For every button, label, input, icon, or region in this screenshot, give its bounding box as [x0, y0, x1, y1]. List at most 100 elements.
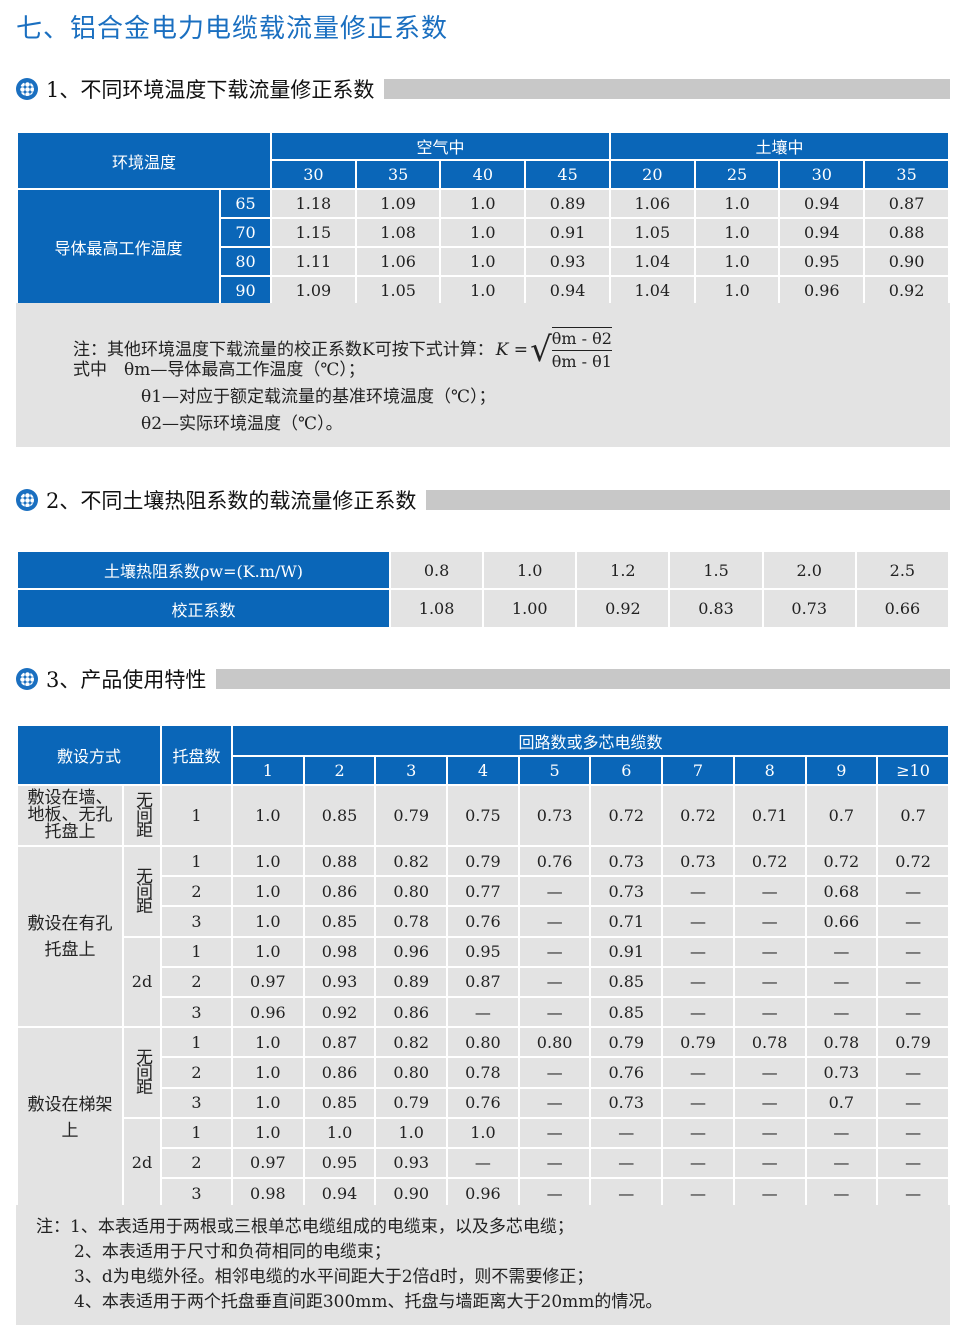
value-cell: 1.0 — [231, 875, 305, 908]
table-row: 敷设在墙、地板、无孔托盘上 无间距 1 1.0 0.85 0.79 0.75 0.73 0.72… — [16, 784, 950, 847]
value-cell: 0.98 — [302, 935, 377, 968]
value-cell: — — [732, 1177, 807, 1210]
value-cell: 1.0 — [439, 188, 527, 219]
value-cell: 0.94 — [778, 217, 866, 248]
circuit-count-header: 9 — [804, 755, 879, 786]
value-cell: 0.80 — [517, 1026, 592, 1059]
value-cell: 1.0 — [231, 784, 305, 847]
value-cell: 0.72 — [804, 844, 879, 878]
value-cell: 0.72 — [589, 784, 664, 847]
value-cell: 1.0 — [439, 275, 527, 306]
value-cell: 0.87 — [302, 1026, 377, 1059]
value-cell: 0.92 — [863, 275, 950, 306]
tray-count: 2 — [160, 965, 234, 998]
conductor-temp: 90 — [218, 275, 273, 306]
table-row: 2d 1 1.0 0.98 0.96 0.95—0.91— — — — — [17, 935, 950, 1029]
tray-count: 3 — [160, 905, 234, 938]
table-row: 3 0.96 0.92 0.86— —0.85— — — — — [17, 995, 950, 1029]
value-cell: 0.85 — [302, 784, 377, 847]
value-cell: 0.73 — [589, 875, 664, 908]
value-cell: 0.95 — [446, 935, 520, 968]
value-cell: 1.0 — [446, 1116, 520, 1149]
value-cell: 0.86 — [374, 995, 449, 1029]
value-cell: — — [661, 1177, 735, 1210]
row-label-factor: 校正系数 — [16, 588, 391, 629]
table-row: 2d 1 1.0 1.0 1.0 1.0— — — — — — — [17, 1116, 950, 1210]
value-cell: 0.7 — [876, 784, 950, 847]
value-cell: 0.96 — [374, 935, 449, 968]
table-row: 3 1.0 0.85 0.79 0.76—0.73— —0.7— — [17, 1086, 950, 1119]
soil-temp-header: 35 — [863, 159, 950, 190]
value-cell: 0.85 — [302, 1086, 377, 1119]
value-cell: 0.94 — [524, 275, 611, 306]
conductor-max-temp-label: 导体最高工作温度 — [16, 188, 221, 306]
value-cell: — — [732, 935, 807, 968]
tray-count: 2 — [160, 1056, 234, 1089]
resistivity-value: 1.2 — [575, 550, 671, 590]
header-env-temp: 环境温度 — [15, 131, 273, 190]
value-cell: — — [446, 1146, 520, 1180]
header-method: 敷设方式 — [15, 724, 163, 786]
value-cell: 0.79 — [374, 784, 449, 847]
spacing-label: 无间距 — [132, 791, 152, 836]
tray-count: 3 — [160, 1086, 234, 1119]
conductor-temp: 65 — [218, 188, 273, 219]
value-cell: 0.78 — [374, 905, 449, 938]
air-temp-header: 35 — [354, 159, 442, 190]
value-cell: 0.85 — [302, 905, 377, 938]
value-cell: 0.93 — [302, 965, 377, 998]
value-cell: 0.73 — [589, 844, 664, 878]
value-cell: 0.91 — [524, 217, 611, 248]
soil-temp-header: 20 — [608, 159, 696, 190]
value-cell: — — [732, 1116, 807, 1149]
value-cell: — — [876, 1177, 950, 1210]
header-circuits: 回路数或多芯电缆数 — [231, 724, 950, 757]
value-cell: — — [517, 1086, 592, 1119]
tray-count: 1 — [160, 784, 234, 847]
value-cell: — — [804, 1177, 879, 1210]
sqrt-icon: √ — [530, 329, 552, 370]
section-1-heading: 1、不同环境温度下载流量修正系数 — [46, 78, 375, 102]
table-row: 2 1.0 0.86 0.80 0.78—0.76— —0.73— — [17, 1056, 950, 1089]
value-cell: 1.0 — [231, 935, 305, 968]
spacing: 2d — [121, 935, 163, 1029]
note-line-2: 式中 θm—导体最高工作温度（℃）； — [73, 360, 365, 380]
value-cell: 0.82 — [374, 844, 449, 878]
value-cell: 0.80 — [374, 1056, 449, 1089]
formula-k: K = — [495, 339, 529, 360]
value-cell: — — [517, 1177, 592, 1210]
table-row: 3 0.98 0.94 0.90 0.96— — — — — — — [17, 1177, 950, 1210]
value-cell: 0.73 — [661, 844, 735, 878]
value-cell: — — [517, 935, 592, 968]
value-cell: — — [876, 875, 950, 908]
value-cell: 0.92 — [302, 995, 377, 1029]
conductor-temp: 80 — [218, 246, 273, 277]
value-cell: — — [589, 1146, 664, 1180]
value-cell: 0.91 — [589, 935, 664, 968]
value-cell: 1.0 — [374, 1116, 449, 1149]
value-cell: — — [804, 1146, 879, 1180]
value-cell: 0.82 — [374, 1026, 449, 1059]
value-cell: 0.71 — [732, 784, 807, 847]
value-cell: 0.73 — [517, 784, 592, 847]
value-cell: 0.88 — [863, 217, 950, 248]
value-cell: — — [661, 875, 735, 908]
value-cell: 1.0 — [231, 1086, 305, 1119]
laying-method: 敷设在有孔托盘上 — [16, 844, 124, 1029]
table-row: 敷设在梯架上 无间距 1 1.0 0.87 0.82 0.80 0.80 0.79 0.79 0.7… — [16, 1026, 950, 1210]
value-cell: 0.7 — [804, 1086, 879, 1119]
value-cell: — — [661, 1116, 735, 1149]
value-cell: — — [732, 905, 807, 938]
value-cell: 0.85 — [589, 965, 664, 998]
value-cell: 1.0 — [231, 844, 305, 878]
circuit-count-header: 6 — [589, 755, 664, 786]
value-cell: — — [732, 995, 807, 1029]
air-temp-header: 40 — [439, 159, 527, 190]
value-cell: 0.94 — [302, 1177, 377, 1210]
factor-value: 0.92 — [575, 588, 671, 629]
value-cell: 1.06 — [354, 246, 442, 277]
value-cell: 1.0 — [231, 1116, 305, 1149]
tray-count: 2 — [160, 1146, 234, 1180]
value-cell: 0.76 — [446, 1086, 520, 1119]
value-cell: 0.77 — [446, 875, 520, 908]
